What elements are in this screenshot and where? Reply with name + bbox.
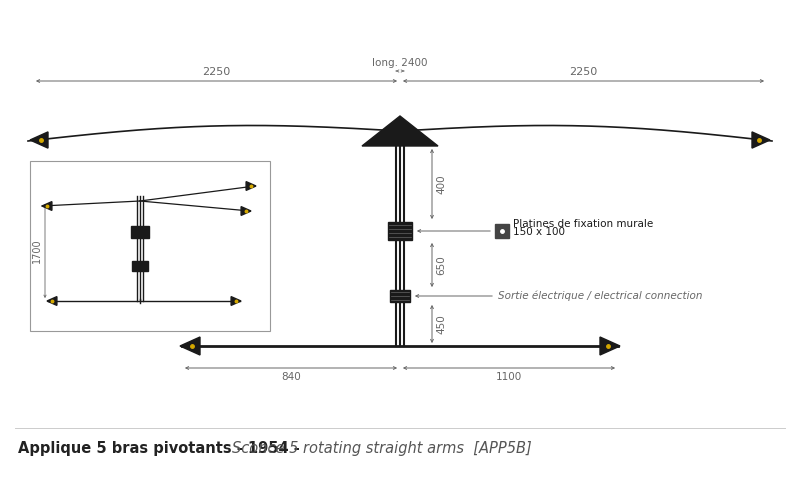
Bar xyxy=(30,161,270,331)
Text: 1100: 1100 xyxy=(496,372,522,382)
Text: 840: 840 xyxy=(281,372,301,382)
Text: long. 2400: long. 2400 xyxy=(372,58,428,68)
Bar xyxy=(132,261,148,271)
Polygon shape xyxy=(47,296,57,305)
Bar xyxy=(131,226,149,239)
Polygon shape xyxy=(180,337,200,355)
Polygon shape xyxy=(362,116,438,146)
Text: 2250: 2250 xyxy=(570,67,598,77)
Polygon shape xyxy=(246,182,256,191)
Text: 1700: 1700 xyxy=(32,239,42,263)
Text: Applique 5 bras pivotants - 1954 -: Applique 5 bras pivotants - 1954 - xyxy=(18,440,305,455)
Text: Sconce 5 rotating straight arms  [APP5B]: Sconce 5 rotating straight arms [APP5B] xyxy=(231,440,531,455)
Polygon shape xyxy=(752,132,770,148)
Bar xyxy=(390,290,410,302)
Text: 400: 400 xyxy=(436,174,446,194)
Text: 150 x 100: 150 x 100 xyxy=(513,227,565,237)
Text: 650: 650 xyxy=(436,255,446,275)
Bar xyxy=(388,222,412,240)
Polygon shape xyxy=(30,132,48,148)
Polygon shape xyxy=(600,337,620,355)
Bar xyxy=(495,224,509,238)
Polygon shape xyxy=(231,296,241,305)
Text: Platines de fixation murale: Platines de fixation murale xyxy=(513,219,654,229)
Text: 450: 450 xyxy=(436,314,446,334)
Text: Sortie électrique / electrical connection: Sortie électrique / electrical connectio… xyxy=(498,291,702,301)
Polygon shape xyxy=(241,207,251,215)
Text: 2250: 2250 xyxy=(202,67,230,77)
Polygon shape xyxy=(42,202,52,210)
